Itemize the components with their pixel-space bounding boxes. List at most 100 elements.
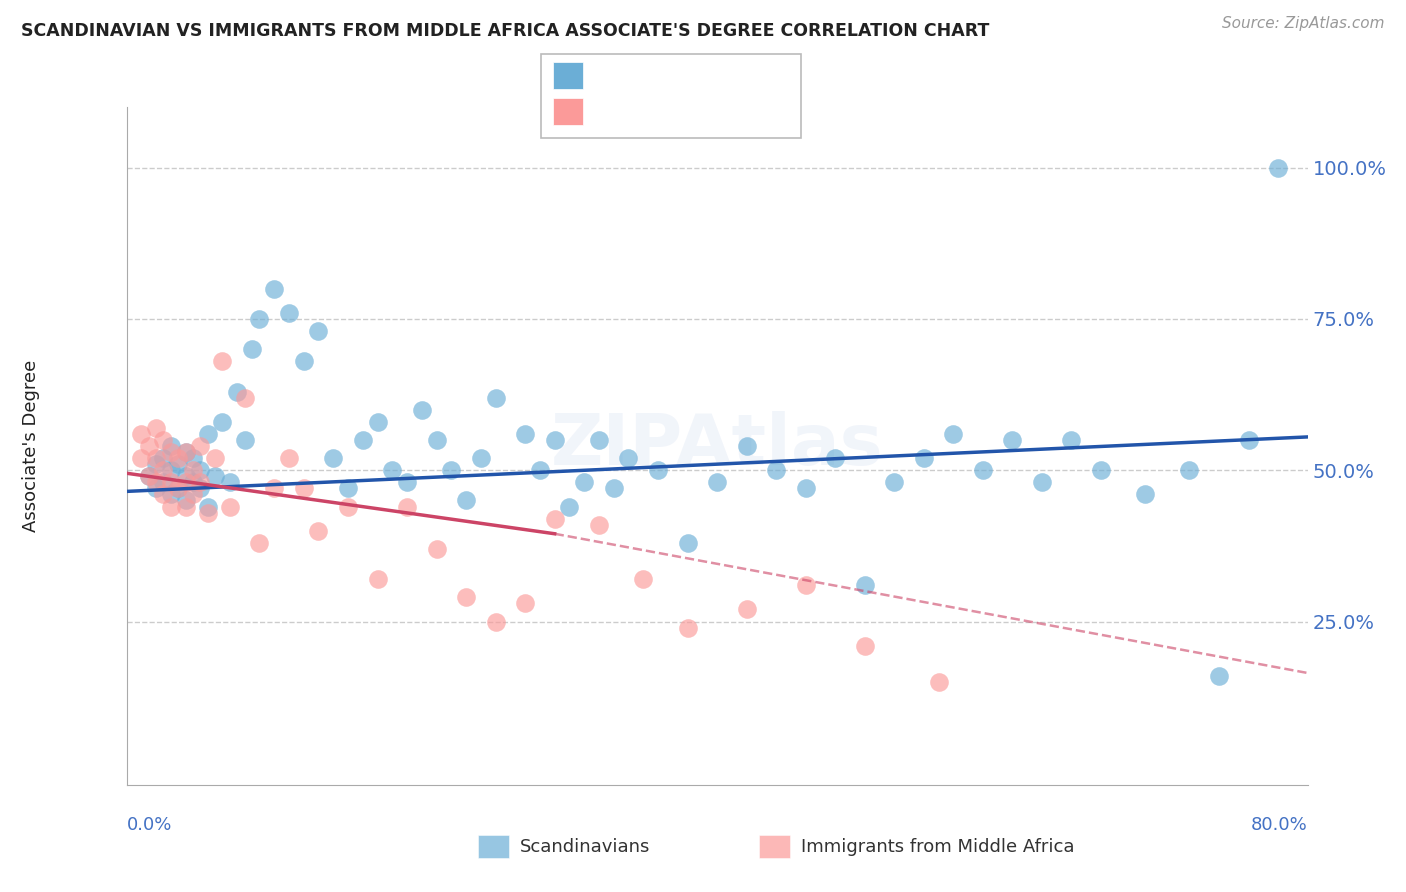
Point	[197, 426, 219, 441]
Point	[292, 354, 315, 368]
Point	[174, 500, 197, 514]
Text: R = 0.093   N = 71: R = 0.093 N = 71	[591, 67, 775, 85]
Point	[972, 463, 994, 477]
Point	[188, 481, 211, 495]
Point	[263, 282, 285, 296]
Point	[174, 445, 197, 459]
Point	[219, 475, 242, 490]
Point	[484, 391, 508, 405]
Point	[543, 511, 565, 525]
Point	[129, 426, 153, 441]
Text: Source: ZipAtlas.com: Source: ZipAtlas.com	[1222, 16, 1385, 31]
Point	[181, 451, 204, 466]
Point	[617, 451, 640, 466]
Point	[794, 481, 817, 495]
Text: Scandinavians: Scandinavians	[520, 838, 651, 855]
Point	[219, 500, 242, 514]
Point	[159, 487, 183, 501]
Text: SCANDINAVIAN VS IMMIGRANTS FROM MIDDLE AFRICA ASSOCIATE'S DEGREE CORRELATION CHA: SCANDINAVIAN VS IMMIGRANTS FROM MIDDLE A…	[21, 22, 990, 40]
Point	[366, 415, 388, 429]
Point	[307, 324, 329, 338]
Point	[159, 500, 183, 514]
Point	[470, 451, 492, 466]
Point	[152, 475, 174, 490]
Text: ZIPAtlas: ZIPAtlas	[551, 411, 883, 481]
Text: R = -0.187  N = 47: R = -0.187 N = 47	[591, 103, 776, 120]
Point	[676, 536, 699, 550]
Point	[942, 426, 965, 441]
Point	[1060, 433, 1083, 447]
Point	[515, 596, 537, 610]
Point	[588, 517, 610, 532]
Point	[396, 500, 419, 514]
Point	[159, 463, 183, 477]
Point	[1237, 433, 1260, 447]
Point	[307, 524, 329, 538]
Point	[1178, 463, 1201, 477]
Point	[188, 475, 211, 490]
Point	[167, 481, 190, 495]
Point	[197, 500, 219, 514]
Point	[543, 433, 565, 447]
Point	[159, 439, 183, 453]
Point	[211, 415, 233, 429]
Point	[129, 451, 153, 466]
Point	[1031, 475, 1053, 490]
Point	[181, 475, 204, 490]
Point	[145, 457, 167, 471]
Text: 80.0%: 80.0%	[1251, 816, 1308, 834]
Text: 0.0%: 0.0%	[127, 816, 172, 834]
Point	[1001, 433, 1024, 447]
Point	[515, 426, 537, 441]
Point	[278, 306, 301, 320]
Point	[1267, 161, 1289, 175]
Point	[188, 463, 211, 477]
Point	[204, 451, 226, 466]
Point	[529, 463, 551, 477]
Point	[883, 475, 905, 490]
Point	[174, 445, 197, 459]
Text: Associate's Degree: Associate's Degree	[22, 359, 39, 533]
Point	[152, 463, 174, 477]
Point	[145, 421, 167, 435]
Point	[337, 481, 360, 495]
Point	[263, 481, 285, 495]
Point	[1133, 487, 1156, 501]
Point	[912, 451, 935, 466]
Point	[233, 391, 256, 405]
Point	[765, 463, 787, 477]
Point	[211, 354, 233, 368]
Point	[1090, 463, 1112, 477]
Point	[247, 311, 270, 326]
Point	[853, 578, 876, 592]
Point	[152, 433, 174, 447]
Point	[824, 451, 846, 466]
Point	[152, 451, 174, 466]
Point	[352, 433, 374, 447]
Point	[233, 433, 256, 447]
Point	[454, 493, 477, 508]
Point	[574, 475, 596, 490]
Point	[1208, 669, 1230, 683]
Point	[706, 475, 728, 490]
Point	[138, 439, 160, 453]
Point	[631, 572, 654, 586]
Point	[381, 463, 404, 477]
Point	[853, 639, 876, 653]
Point	[292, 481, 315, 495]
Point	[247, 536, 270, 550]
Point	[181, 463, 204, 477]
Point	[197, 506, 219, 520]
Point	[337, 500, 360, 514]
Point	[138, 469, 160, 483]
Point	[603, 481, 626, 495]
Point	[145, 451, 167, 466]
Point	[174, 493, 197, 508]
Point	[167, 451, 190, 466]
Point	[558, 500, 581, 514]
Point	[145, 475, 167, 490]
Point	[174, 475, 197, 490]
Point	[167, 457, 190, 471]
Point	[138, 469, 160, 483]
Point	[454, 591, 477, 605]
